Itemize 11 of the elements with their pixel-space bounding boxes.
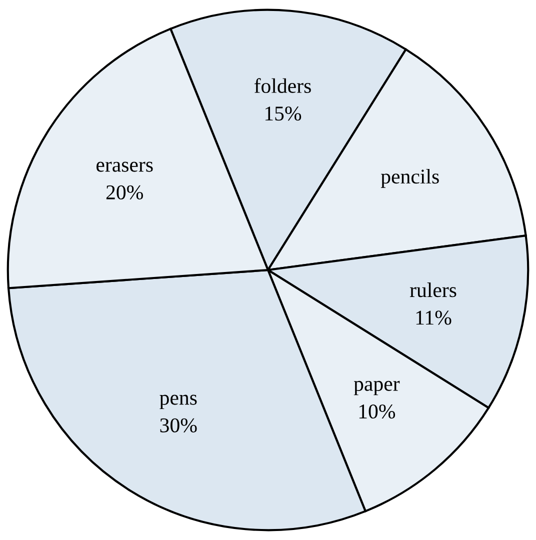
data-label: 20% [106, 185, 143, 200]
data-label: 30% [160, 418, 197, 432]
data-label: 15% [265, 106, 302, 121]
slice-label: folders [254, 78, 311, 93]
slice-label: pens [160, 394, 197, 410]
slice-label: erasers [96, 162, 153, 172]
slice-label: rulers [410, 282, 456, 298]
data-label: 11% [416, 310, 452, 325]
slice-label: pencils [380, 168, 439, 188]
data-label: 10% [359, 404, 396, 419]
slice-label: paper [354, 380, 400, 396]
